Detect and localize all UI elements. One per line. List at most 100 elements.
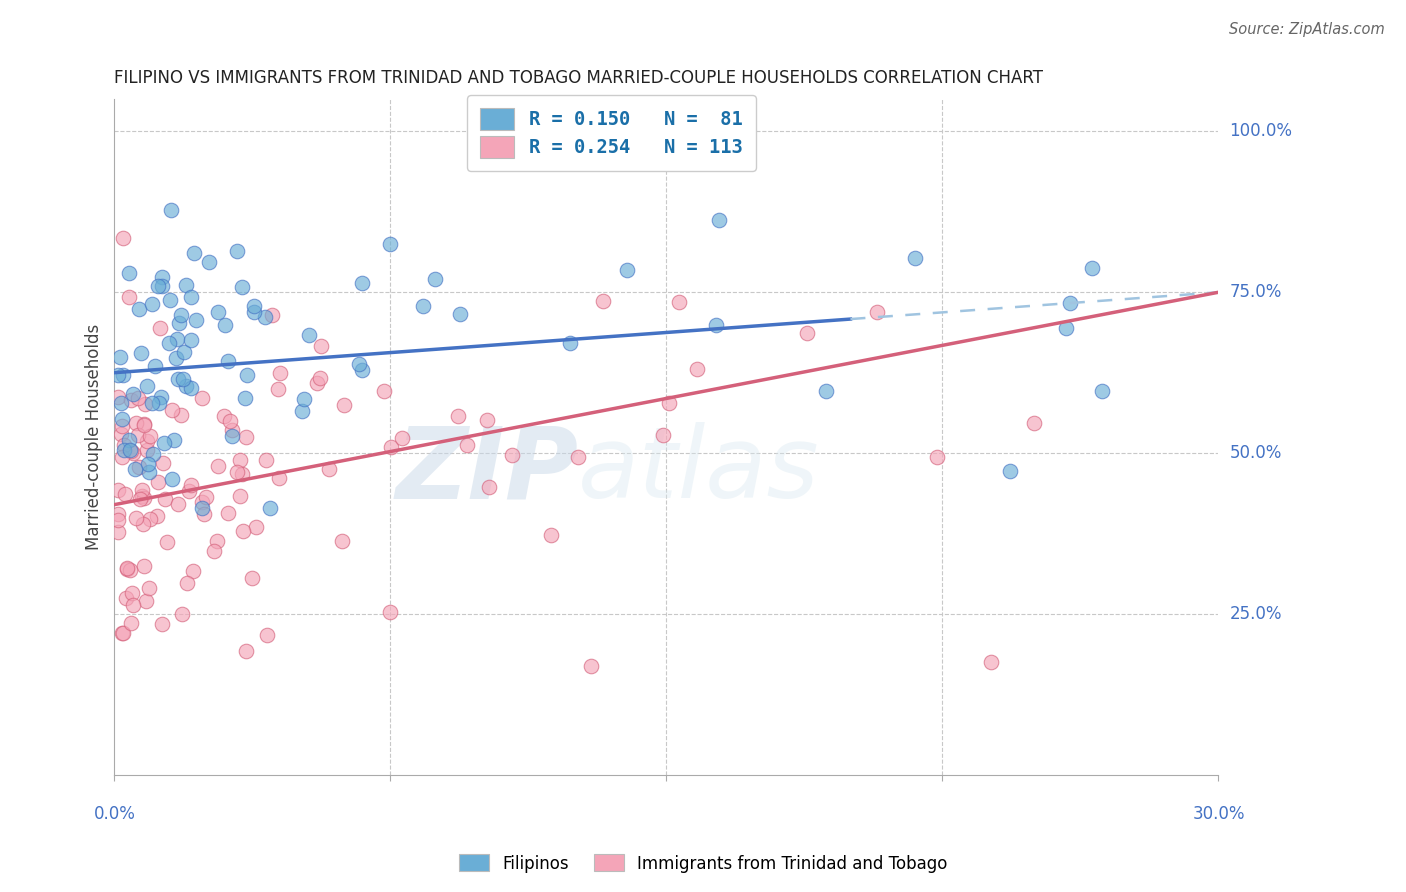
Point [198,255,221,269]
Point [139,512,162,526]
Point [191,500,214,515]
Point [305,376,328,391]
Point [186,313,208,327]
Point [219,414,242,428]
Point [207,305,229,319]
Point [111,368,134,383]
Point [159,293,181,307]
Point [229,490,252,504]
Point [191,391,214,405]
Point [475,413,498,427]
Point [107,507,129,521]
Text: 100.0%: 100.0% [1230,122,1292,140]
Point [1059,295,1081,310]
Point [347,357,370,371]
Point [243,299,266,313]
Point [152,456,174,470]
Point [118,433,141,447]
Text: 50.0%: 50.0% [1230,444,1282,462]
Point [135,379,157,393]
Point [449,307,471,321]
Point [128,301,150,316]
Point [114,487,136,501]
Point [925,450,948,464]
Point [592,294,614,309]
Y-axis label: Married-couple Households: Married-couple Households [86,324,103,550]
Point [318,462,340,476]
Point [160,203,183,218]
Point [245,520,267,534]
Point [108,350,131,364]
Point [107,512,129,526]
Point [980,655,1002,669]
Point [170,408,193,422]
Point [160,403,183,417]
Point [180,381,202,395]
Point [156,534,179,549]
Point [172,372,194,386]
Point [181,564,204,578]
Text: 0.0%: 0.0% [93,805,135,823]
Point [269,471,291,485]
Point [165,351,187,366]
Point [112,442,135,457]
Point [134,417,156,431]
Point [150,616,173,631]
Point [226,244,249,258]
Point [232,524,254,538]
Point [160,472,183,486]
Point [1024,416,1046,430]
Point [107,390,129,404]
Point [122,386,145,401]
Point [658,396,681,410]
Point [423,272,446,286]
Point [236,368,259,382]
Point [167,497,190,511]
Point [121,598,143,612]
Point [267,382,290,396]
Point [125,511,148,525]
Point [127,428,149,442]
Point [118,563,141,577]
Point [134,491,156,505]
Point [132,517,155,532]
Point [291,404,314,418]
Point [262,308,284,322]
Point [904,251,927,265]
Point [120,444,142,458]
Point [205,534,228,549]
Legend: Filipinos, Immigrants from Trinidad and Tobago: Filipinos, Immigrants from Trinidad and … [451,847,955,880]
Point [709,213,731,227]
Point [1054,321,1077,335]
Point [141,396,163,410]
Point [148,396,170,410]
Point [231,467,253,481]
Text: 75.0%: 75.0% [1230,284,1282,301]
Point [540,528,562,542]
Point [141,296,163,310]
Point [120,615,142,630]
Point [149,321,172,335]
Point [217,354,239,368]
Point [124,462,146,476]
Point [567,450,589,464]
Point [207,459,229,474]
Point [167,372,190,386]
Point [166,332,188,346]
Point [170,308,193,322]
Point [259,500,281,515]
Point [652,428,675,442]
Point [180,334,202,348]
Point [214,318,236,333]
Point [121,586,143,600]
Text: 25.0%: 25.0% [1230,605,1282,623]
Point [191,494,214,508]
Text: ZIP: ZIP [395,422,578,519]
Point [115,561,138,575]
Point [298,328,321,343]
Point [579,659,602,673]
Point [135,434,157,448]
Point [143,359,166,373]
Point [616,263,638,277]
Point [496,153,519,168]
